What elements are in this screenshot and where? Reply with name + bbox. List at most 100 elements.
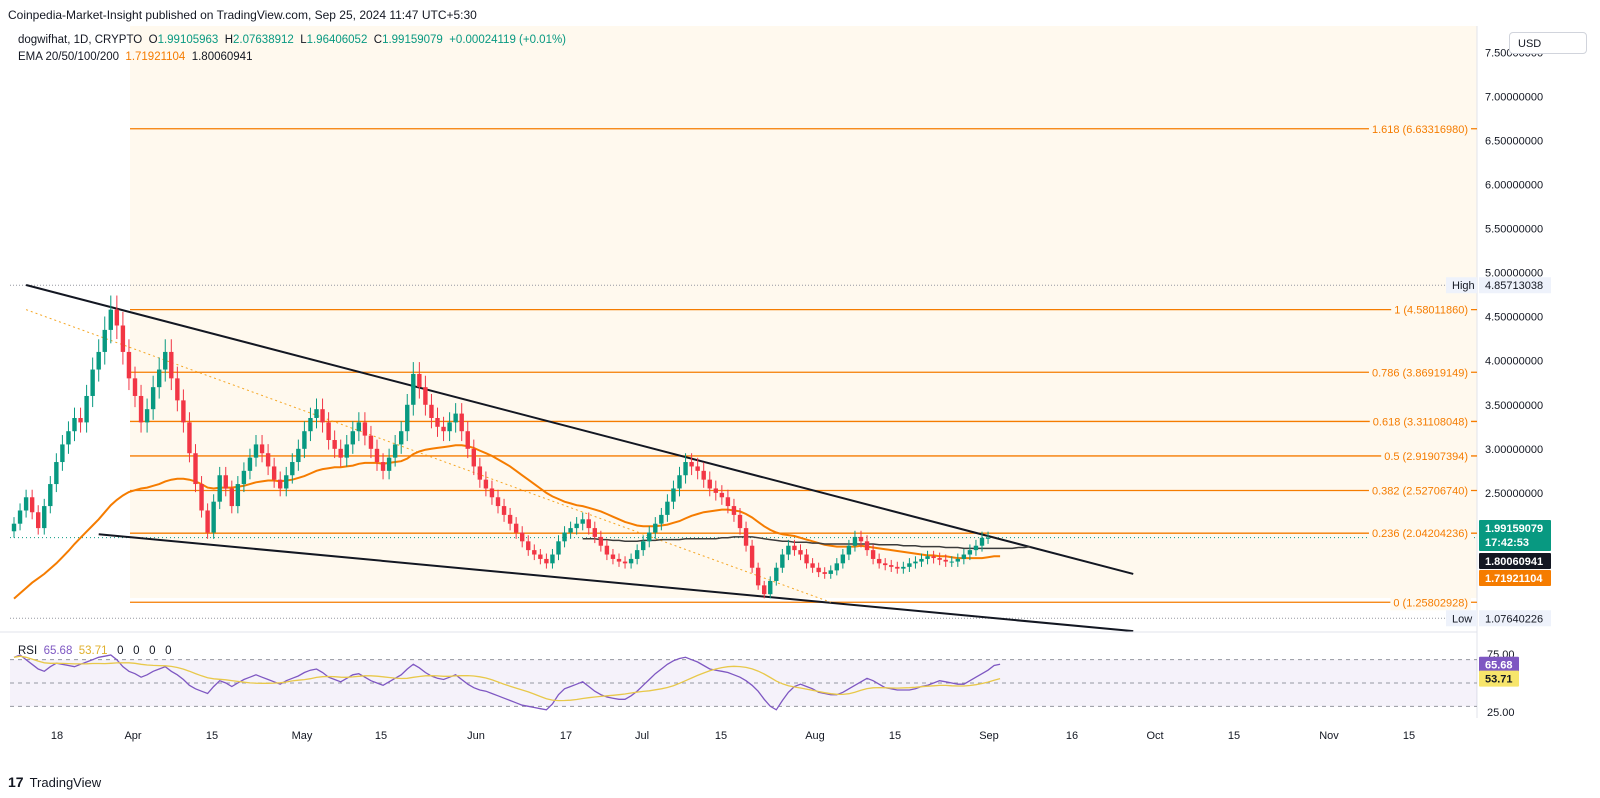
fib-label-bg	[1368, 484, 1471, 499]
fib-label-0.5: 0.5 (2.91907394)	[1384, 451, 1468, 463]
candle	[749, 539, 755, 573]
candle	[780, 548, 785, 573]
ema-dark-line	[582, 536, 1031, 550]
candle-body	[247, 457, 253, 471]
candle-body	[344, 444, 349, 458]
rsi-badge: 65.68	[1479, 656, 1519, 673]
candle	[66, 421, 71, 454]
candle	[810, 558, 815, 573]
candle-body	[828, 570, 833, 574]
candle	[374, 439, 380, 471]
candle-body	[598, 536, 604, 546]
candle-body	[725, 497, 731, 507]
candle	[677, 466, 682, 497]
footer-brand[interactable]: 17 TradingView	[8, 774, 101, 790]
candle	[647, 526, 652, 548]
candle	[211, 494, 216, 539]
candle-body	[278, 479, 283, 489]
candle-body	[78, 417, 83, 423]
candle-body	[810, 563, 815, 568]
candle	[253, 435, 259, 467]
candle-body	[42, 506, 47, 529]
candle-body	[641, 541, 646, 551]
candle-body	[374, 448, 380, 463]
candlesticks	[11, 295, 991, 599]
candle	[604, 539, 610, 561]
candle	[598, 530, 604, 552]
candle-body	[120, 325, 126, 352]
candle	[834, 558, 839, 576]
candle	[562, 526, 567, 548]
candle	[985, 531, 991, 544]
candle	[707, 471, 712, 497]
price-tick: 3.50000000	[1485, 400, 1543, 412]
candle-body	[634, 550, 640, 559]
low-tag-bg	[1446, 610, 1477, 627]
candle-body	[320, 409, 325, 423]
candle	[846, 539, 852, 561]
candle-body	[302, 431, 307, 449]
candle	[967, 544, 973, 561]
candle-body	[520, 532, 525, 542]
candle	[417, 362, 422, 399]
candle	[840, 548, 846, 569]
candle-body	[858, 536, 864, 542]
candle-body	[913, 561, 918, 564]
candle	[483, 471, 489, 497]
candle-body	[386, 457, 392, 471]
candle	[29, 489, 35, 520]
rsi-badge-bg	[1479, 656, 1519, 673]
candle-body	[889, 565, 894, 567]
candle	[320, 398, 325, 433]
price-tick: 5.50000000	[1485, 224, 1543, 236]
candle	[23, 489, 29, 518]
candle	[441, 416, 446, 442]
candle	[907, 558, 912, 572]
candle	[84, 384, 89, 433]
candle	[574, 517, 579, 535]
time-label: Apr	[124, 730, 141, 742]
currency-selector[interactable]: USD	[1509, 32, 1587, 54]
candle	[641, 535, 646, 556]
last-price-badge-bg	[1479, 520, 1551, 551]
candle	[979, 531, 985, 552]
candle-body	[157, 369, 162, 388]
rsi-legend[interactable]: RSI 65.68 53.71 0 0 0 0	[18, 645, 172, 657]
candle	[786, 539, 791, 561]
candle	[157, 357, 162, 399]
candle-body	[271, 466, 277, 480]
candle	[901, 561, 906, 574]
chart-background	[130, 26, 1478, 718]
candle-body	[743, 528, 749, 546]
ema-legend[interactable]: EMA 20/50/100/200 1.71921104 1.80060941	[18, 51, 252, 63]
candle	[350, 421, 355, 454]
candle	[344, 435, 349, 467]
price-tick: 2.50000000	[1485, 488, 1543, 500]
candle-body	[695, 466, 700, 471]
price-tick: 6.00000000	[1485, 180, 1543, 192]
time-label: Jul	[635, 730, 649, 742]
candle	[622, 556, 628, 569]
candle-body	[822, 572, 827, 574]
candle-body	[979, 537, 985, 546]
candle-body	[592, 528, 597, 537]
candle-body	[895, 566, 900, 569]
last-price-badge: 1.99159079 17:42:53	[1479, 520, 1551, 551]
candle	[362, 412, 368, 446]
candle	[544, 553, 549, 569]
candle	[755, 562, 761, 590]
candle	[925, 550, 930, 565]
last-price-badge-countdown: 17:42:53	[1485, 537, 1529, 549]
candle	[883, 558, 888, 571]
candle	[943, 554, 948, 567]
candle	[919, 553, 924, 567]
candle-body	[66, 431, 71, 445]
time-label: 15	[889, 730, 901, 742]
price-tick: 4.50000000	[1485, 312, 1543, 324]
candle	[36, 505, 41, 535]
candle	[429, 393, 434, 429]
candle-body	[786, 545, 791, 555]
fib-label-0.618: 0.618 (3.31108048)	[1373, 416, 1468, 428]
candle-body	[604, 545, 610, 555]
